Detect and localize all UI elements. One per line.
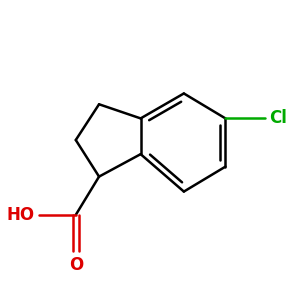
Text: Cl: Cl bbox=[269, 110, 287, 128]
Text: O: O bbox=[69, 256, 83, 274]
Text: HO: HO bbox=[7, 206, 35, 224]
